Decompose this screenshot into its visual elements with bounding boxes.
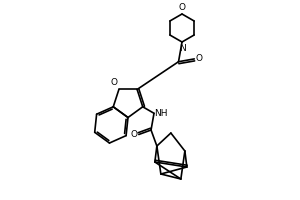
Text: O: O [130,130,137,139]
Text: O: O [111,78,118,87]
Text: NH: NH [154,109,168,118]
Text: O: O [178,3,185,12]
Text: O: O [196,54,203,63]
Text: N: N [178,44,185,53]
